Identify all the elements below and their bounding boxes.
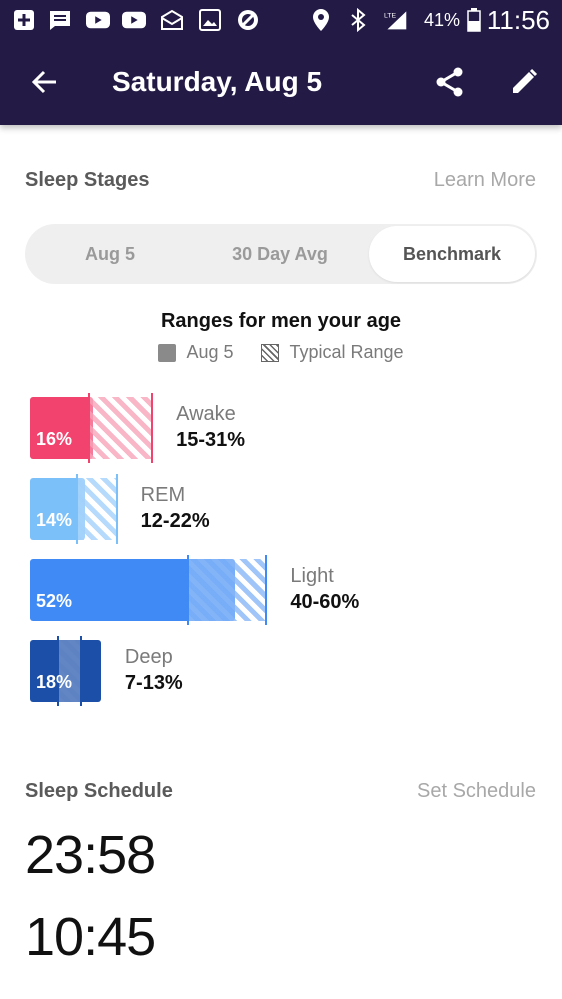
legend-hatch-swatch [261, 343, 280, 362]
bluetooth-icon [346, 8, 370, 32]
top-header: LTE 41% 11:56 Saturday, Aug 5 [0, 0, 562, 125]
stage-range-min-line [186, 555, 189, 625]
location-icon [309, 8, 333, 32]
edit-button[interactable] [500, 58, 548, 106]
stage-range-max-line [80, 636, 83, 706]
battery-icon [462, 8, 486, 32]
share-button[interactable] [426, 58, 474, 106]
signal-icon: LTE [384, 8, 408, 32]
ranges-title: Ranges for men your age [160, 310, 402, 332]
bedtime[interactable]: 23:58 [25, 825, 156, 885]
add-icon [12, 8, 36, 32]
tab-aug-5[interactable]: Aug 5 [84, 244, 135, 264]
legend-solid-swatch [158, 343, 177, 362]
stage-range-min-line [76, 474, 79, 544]
stage-percent: 16% [36, 429, 73, 449]
youtube-icon [122, 8, 146, 32]
wake-time[interactable]: 10:45 [25, 907, 156, 967]
sleep-stages-heading: Sleep Stages [25, 169, 150, 191]
back-button[interactable] [20, 58, 68, 106]
stage-range-label: 12-22% [140, 510, 210, 532]
legend-solid-label: Aug 5 [186, 342, 234, 362]
stage-range-awake [89, 397, 153, 459]
app-bar: Saturday, Aug 5 [0, 40, 562, 125]
legend-hatch-label: Typical Range [289, 342, 404, 362]
share-icon [436, 67, 463, 97]
back-arrow-icon [31, 70, 56, 94]
stage-percent: 18% [36, 672, 73, 692]
stage-range-label: 7-13% [124, 672, 183, 694]
stage-range-label: 15-31% [176, 429, 246, 451]
battery-percent: 41% [424, 10, 461, 30]
blocked-icon [236, 8, 260, 32]
stage-bar-rem [30, 478, 86, 540]
youtube-icon [86, 8, 110, 32]
stage-percent: 14% [36, 510, 73, 530]
stage-range-max-line [265, 555, 268, 625]
tab-benchmark[interactable]: Benchmark [369, 226, 535, 282]
stage-range-max-line [115, 474, 118, 544]
edit-pencil-icon [513, 68, 538, 93]
stage-range-min-line [88, 393, 91, 463]
image-icon [198, 8, 222, 32]
stage-range-deep [57, 640, 82, 702]
set-schedule-link[interactable]: Set Schedule [417, 780, 536, 802]
stage-range-min-line [56, 636, 59, 706]
mail-icon [160, 8, 184, 32]
status-bar: LTE 41% 11:56 [0, 0, 562, 40]
legend: Aug 5 Typical Range [0, 342, 562, 363]
stage-range-max-line [151, 393, 154, 463]
stage-range-light [187, 559, 267, 621]
clock: 11:56 [486, 5, 550, 35]
stage-name: REM [140, 484, 186, 506]
stage-name: Awake [176, 403, 236, 425]
stage-percent: 52% [36, 591, 73, 611]
tab-30-day-avg[interactable]: 30 Day Avg [232, 244, 328, 264]
stage-bar-awake [30, 397, 94, 459]
view-tabs: Aug 5 30 Day Avg Benchmark [25, 224, 537, 284]
svg-text:LTE: LTE [384, 12, 396, 19]
learn-more-link[interactable]: Learn More [433, 169, 536, 191]
message-icon [48, 8, 72, 32]
stage-range-label: 40-60% [290, 591, 360, 613]
sleep-schedule-heading: Sleep Schedule [25, 780, 173, 802]
stage-name: Light [290, 565, 334, 587]
page-title: Saturday, Aug 5 [112, 66, 323, 97]
stage-range-rem [77, 478, 117, 540]
stage-name: Deep [124, 646, 173, 668]
